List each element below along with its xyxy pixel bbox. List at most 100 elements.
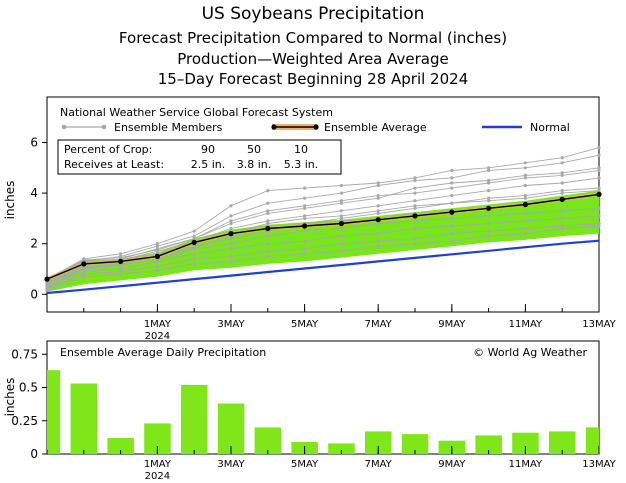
bottom-x-tick-label: 5MAY <box>291 459 319 470</box>
crop-table-row1-value: 10 <box>294 143 308 156</box>
chart-subtitle-weighting: Production—Weighted Area Average <box>177 50 449 68</box>
ensemble-member-point <box>266 254 270 258</box>
ensemble-member-point <box>560 189 564 193</box>
ensemble-member-point <box>303 229 307 233</box>
top-y-tick-label: 4 <box>30 186 38 200</box>
ensemble-member-point <box>560 173 564 177</box>
ensemble-member-point <box>450 216 454 220</box>
ensemble-member-point <box>155 244 159 248</box>
ensemble-member-point <box>119 252 123 256</box>
ensemble-member-point <box>413 178 417 183</box>
ensemble-member-point <box>229 226 233 231</box>
ensemble-member-point <box>413 237 417 241</box>
chart-subtitle: Forecast Precipitation Compared to Norma… <box>118 29 508 47</box>
ensemble-average-point <box>486 205 492 211</box>
ensemble-member-point <box>523 183 528 188</box>
ensemble-member-point <box>45 285 49 289</box>
ensemble-member-point <box>450 224 454 228</box>
ensemble-member-point <box>303 252 307 256</box>
ensemble-average-line <box>46 193 600 280</box>
ensemble-member-point <box>303 247 307 251</box>
ensemble-member-point <box>229 247 233 251</box>
daily-bar <box>47 370 61 454</box>
top-y-tick-label: 0 <box>30 287 38 301</box>
daily-bar <box>107 438 134 454</box>
ensemble-member-point <box>119 267 123 271</box>
ensemble-member-point <box>413 191 417 195</box>
ensemble-member-point <box>413 186 417 190</box>
ensemble-member-line <box>46 169 600 280</box>
ensemble-average-point <box>449 209 455 215</box>
ensemble-member-point <box>523 194 528 198</box>
ensemble-member-point <box>376 209 380 213</box>
ensemble-average-point <box>44 276 50 282</box>
ensemble-member-point <box>597 166 601 170</box>
ensemble-member-point <box>450 181 454 185</box>
chart-subtitle-period: 15–Day Forecast Beginning 28 April 2024 <box>157 70 469 88</box>
ensemble-member-point <box>487 229 491 233</box>
top-x-tick-label: 5MAY <box>291 319 319 330</box>
ensemble-member-point <box>229 221 233 226</box>
ensemble-average-point <box>596 191 602 197</box>
legend-average-swatch <box>271 124 319 130</box>
ensemble-member-point <box>597 176 601 180</box>
ensemble-member-point <box>376 196 380 200</box>
ensemble-member-point <box>303 206 307 210</box>
ensemble-average-point <box>375 217 381 223</box>
ensemble-member-point <box>229 254 233 258</box>
ensemble-member-point <box>560 161 564 165</box>
bottom-y-tick-label: 0.75 <box>11 347 38 361</box>
daily-bar <box>70 383 98 454</box>
ensemble-member-point <box>376 221 380 226</box>
ensemble-band <box>47 190 599 292</box>
ensemble-average-point <box>228 231 234 237</box>
ensemble-member-point <box>82 272 86 276</box>
ensemble-member-point <box>192 252 196 256</box>
ensemble-member-point <box>450 194 454 198</box>
ensemble-member-point <box>339 209 343 213</box>
ensemble-member-point <box>597 146 601 150</box>
legend-average-label: Ensemble Average <box>324 121 427 134</box>
ensemble-member-line <box>46 215 600 289</box>
bottom-y-tick-label: 0.25 <box>11 414 38 428</box>
ensemble-member-point <box>560 226 564 231</box>
ensemble-member-point <box>560 171 564 175</box>
ensemble-member-point <box>597 186 601 190</box>
ensemble-member-point <box>339 199 343 203</box>
top-y-tick-label: 6 <box>30 136 38 150</box>
ensemble-member-point <box>82 269 86 274</box>
legend-normal-label: Normal <box>530 121 570 134</box>
top-y-axis-label: inches <box>3 181 17 220</box>
ensemble-member-point <box>303 214 307 218</box>
daily-bar <box>585 427 599 454</box>
top-x-tick-label: 9MAY <box>438 319 466 330</box>
daily-bar <box>365 431 392 454</box>
ensemble-member-point <box>560 191 564 195</box>
ensemble-member-point <box>487 199 491 203</box>
ensemble-member-point <box>303 204 307 208</box>
legend-members-label: Ensemble Members <box>114 121 223 134</box>
ensemble-member-point <box>597 206 601 210</box>
ensemble-member-point <box>339 183 343 188</box>
daily-bar <box>181 384 208 454</box>
daily-bar <box>401 434 429 454</box>
ensemble-member-point <box>303 186 307 190</box>
ensemble-member-point <box>560 209 564 213</box>
bottom-y-tick-label: 0.5 <box>19 381 38 395</box>
ensemble-member-point <box>376 239 380 243</box>
ensemble-member-point <box>339 249 343 253</box>
ensemble-member-point <box>376 211 380 215</box>
ensemble-member-point <box>119 272 123 276</box>
ensemble-member-point <box>560 224 564 228</box>
ensemble-member-line <box>46 177 600 284</box>
daily-bar <box>328 443 355 454</box>
ensemble-member-point <box>303 216 307 220</box>
ensemble-member-point <box>413 176 417 180</box>
ensemble-member-point <box>192 245 196 250</box>
bottom-y-tick-label: 0 <box>30 447 38 461</box>
ensemble-member-point <box>560 216 564 220</box>
